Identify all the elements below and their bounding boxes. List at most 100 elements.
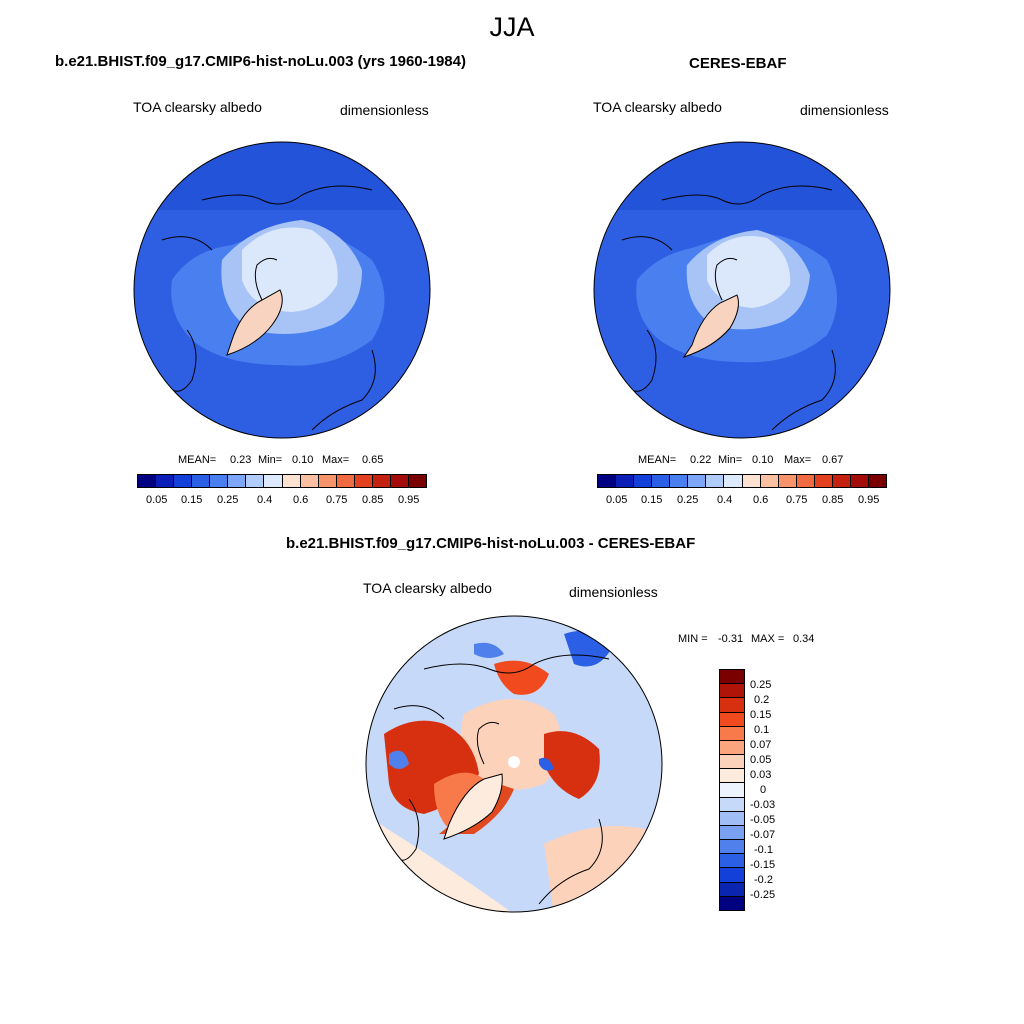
left-colorbar-swatch (210, 475, 229, 487)
diff-colorbar-swatch (720, 882, 744, 897)
left-max-value: 0.65 (362, 454, 384, 466)
right-colorbar-tick: 0.95 (858, 494, 880, 506)
right-max-label: Max= (784, 454, 812, 466)
right-colorbar-swatch (850, 475, 869, 487)
diff-colorbar-tick: -0.03 (750, 799, 776, 811)
diff-colorbar-swatch (720, 783, 744, 798)
left-colorbar-swatch (354, 475, 373, 487)
diff-units-label: dimensionless (569, 584, 658, 600)
diff-colorbar-tick: 0.05 (750, 754, 772, 766)
diff-panel-title: b.e21.BHIST.f09_g17.CMIP6-hist-noLu.003 … (286, 535, 696, 552)
left-colorbar-swatch (228, 475, 247, 487)
left-colorbar-tick: 0.85 (362, 494, 384, 506)
left-colorbar-swatch (372, 475, 391, 487)
right-colorbar-swatch (868, 475, 886, 487)
diff-colorbar-tick: 0.07 (750, 739, 772, 751)
diff-colorbar-swatch (720, 811, 744, 826)
right-colorbar-swatch (670, 475, 689, 487)
left-colorbar-swatch (336, 475, 355, 487)
diff-colorbar-swatch (720, 740, 744, 756)
left-colorbar-swatch (192, 475, 211, 487)
diff-colorbar-swatch (720, 896, 744, 910)
diff-min-value: -0.31 (718, 633, 744, 645)
right-colorbar-tick: 0.85 (822, 494, 844, 506)
figure-title: JJA (489, 12, 535, 42)
right-colorbar-swatch (598, 475, 617, 487)
left-colorbar-swatch (138, 475, 157, 487)
left-mean-label: MEAN= (178, 454, 217, 466)
left-colorbar-tick: 0.75 (326, 494, 348, 506)
diff-colorbar-swatch (720, 670, 744, 685)
left-units-label: dimensionless (340, 102, 429, 118)
right-min-value: 0.10 (752, 454, 774, 466)
left-colorbar-tick: 0.15 (181, 494, 203, 506)
right-panel-title: CERES-EBAF (689, 55, 787, 72)
left-variable-label: TOA clearsky albedo (133, 99, 262, 115)
diff-colorbar-swatch (720, 726, 744, 741)
left-max-label: Max= (322, 454, 350, 466)
diff-colorbar-swatch (720, 825, 744, 841)
diff-variable-label: TOA clearsky albedo (363, 580, 492, 596)
right-colorbar-swatch (616, 475, 635, 487)
diff-colorbar-tick: -0.25 (750, 889, 776, 901)
diff-colorbar-swatch (720, 684, 744, 699)
left-colorbar-tick: 0.6 (293, 494, 309, 506)
right-colorbar-swatch (652, 475, 671, 487)
left-colorbar-swatch (282, 475, 301, 487)
left-colorbar-tick: 0.95 (398, 494, 420, 506)
right-colorbar-swatch (778, 475, 797, 487)
left-colorbar-swatch (390, 475, 409, 487)
right-colorbar-tick: 0.4 (717, 494, 733, 506)
diff-colorbar-swatch (720, 769, 744, 784)
diff-colorbar-tick: -0.1 (754, 844, 773, 856)
right-units-label: dimensionless (800, 102, 889, 118)
right-colorbar-swatch (796, 475, 815, 487)
diff-colorbar-swatch (720, 797, 744, 812)
diff-colorbar-tick: 0.03 (750, 769, 772, 781)
diff-colorbar-swatch (720, 840, 744, 855)
diff-max-value: 0.34 (793, 633, 815, 645)
right-colorbar-tick: 0.05 (606, 494, 628, 506)
diff-colorbar-tick: -0.07 (750, 829, 776, 841)
diff-colorbar-tick: -0.05 (750, 814, 776, 826)
diff-colorbar-tick: 0 (760, 784, 767, 796)
left-panel-title: b.e21.BHIST.f09_g17.CMIP6-hist-noLu.003 … (55, 53, 466, 70)
diff-colorbar-tick: 0.25 (750, 679, 772, 691)
diff-colorbar-tick: 0.1 (754, 724, 770, 736)
diff-colorbar (719, 669, 745, 911)
right-colorbar-swatch (814, 475, 833, 487)
diff-colorbar-swatch (720, 854, 744, 869)
diff-colorbar-tick: 0.2 (754, 694, 770, 706)
diff-colorbar-swatch (720, 698, 744, 713)
left-mean-value: 0.23 (230, 454, 252, 466)
diff-polar-map (365, 615, 663, 913)
left-colorbar-swatch (264, 475, 283, 487)
left-colorbar-tick: 0.4 (257, 494, 273, 506)
right-mean-value: 0.22 (690, 454, 712, 466)
left-colorbar-swatch (174, 475, 193, 487)
right-colorbar-tick: 0.25 (677, 494, 699, 506)
left-colorbar-swatch (408, 475, 426, 487)
diff-colorbar-swatch (720, 755, 744, 770)
diff-colorbar-tick: -0.2 (754, 874, 773, 886)
left-min-value: 0.10 (292, 454, 314, 466)
diff-colorbar-swatch (720, 712, 744, 727)
left-polar-map (133, 141, 431, 439)
left-colorbar-swatch (156, 475, 175, 487)
right-colorbar-swatch (742, 475, 761, 487)
right-colorbar (597, 474, 887, 488)
diff-colorbar-swatch (720, 868, 744, 883)
left-min-label: Min= (258, 454, 283, 466)
right-colorbar-swatch (832, 475, 851, 487)
diff-max-label: MAX = (751, 633, 785, 645)
left-colorbar-swatch (300, 475, 319, 487)
right-mean-label: MEAN= (638, 454, 677, 466)
right-colorbar-swatch (724, 475, 743, 487)
right-colorbar-swatch (760, 475, 779, 487)
right-colorbar-swatch (688, 475, 707, 487)
right-min-label: Min= (718, 454, 743, 466)
diff-min-label: MIN = (678, 633, 708, 645)
diff-colorbar-tick: 0.15 (750, 709, 772, 721)
diff-colorbar-tick: -0.15 (750, 859, 776, 871)
right-colorbar-swatch (634, 475, 653, 487)
